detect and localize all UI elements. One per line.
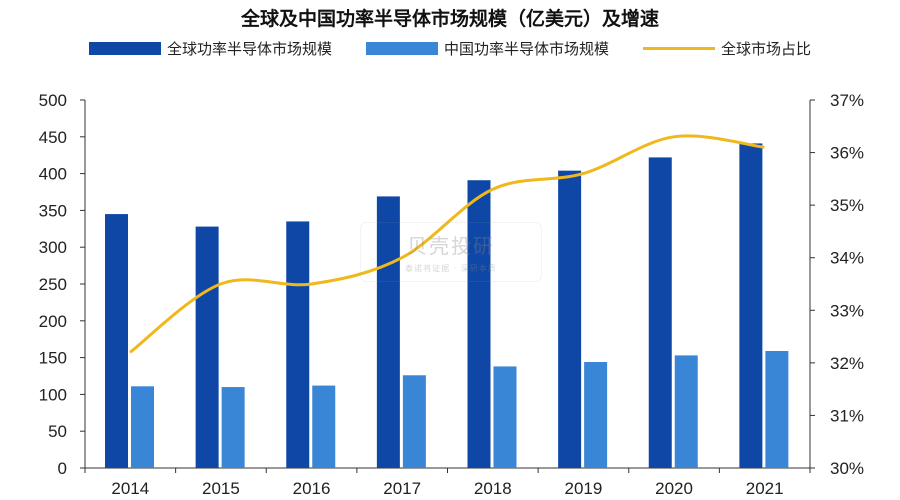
x-tick-label: 2016 (293, 479, 331, 498)
y-left-tick-label: 400 (39, 165, 67, 184)
line-global-share (129, 134, 765, 354)
x-tick-label: 2020 (655, 479, 693, 498)
legend-label-global: 全球功率半导体市场规模 (166, 40, 332, 58)
bar-global (105, 214, 128, 468)
y-right-tick-label: 36% (830, 144, 864, 163)
x-tick-label: 2019 (565, 479, 603, 498)
legend-swatch-share (643, 47, 715, 50)
y-left-tick-label: 250 (39, 275, 67, 294)
y-left-tick-label: 350 (39, 201, 67, 220)
y-left-tick-label: 50 (48, 422, 67, 441)
y-left-tick-label: 0 (58, 459, 67, 478)
bar-china (493, 366, 517, 468)
x-tick-label: 2017 (383, 479, 421, 498)
bar-global (648, 157, 672, 468)
bar-global (376, 196, 400, 468)
bar-global (467, 180, 491, 468)
bar-china (221, 387, 245, 468)
legend-label-china: 中国功率半导体市场规模 (443, 40, 609, 58)
watermark-logo: 贝壳投研 泰诺将证据 · 深研本质 (360, 222, 542, 282)
bar-china (131, 386, 154, 468)
watermark-text: 贝壳投研 (407, 234, 495, 258)
legend-swatch-global (88, 42, 161, 55)
bar-global (195, 226, 219, 468)
watermark-subtext: 泰诺将证据 · 深研本质 (405, 264, 497, 273)
y-right-tick-label: 33% (830, 301, 864, 320)
y-right-tick-label: 32% (830, 354, 864, 373)
bar-china (674, 355, 698, 468)
y-left-tick-label: 200 (39, 312, 67, 331)
y-right-tick-label: 35% (830, 196, 864, 215)
y-right-tick-label: 30% (830, 459, 864, 478)
bar-global (558, 170, 582, 468)
x-tick-label: 2021 (746, 479, 784, 498)
x-tick-label: 2015 (202, 479, 240, 498)
y-left-tick-label: 450 (39, 128, 67, 147)
legend-item-china-bars: 中国功率半导体市场规模 (365, 38, 609, 59)
bar-china (402, 375, 426, 468)
bar-global (286, 221, 310, 468)
bar-global (739, 143, 763, 468)
y-left-tick-label: 100 (39, 385, 67, 404)
chart-title: 全球及中国功率半导体市场规模（亿美元）及增速 (240, 8, 659, 30)
legend-item-share-line: 全球市场占比 (643, 38, 811, 59)
bar-china (765, 350, 789, 468)
legend-item-global-bars: 全球功率半导体市场规模 (88, 38, 332, 59)
legend: 全球功率半导体市场规模 中国功率半导体市场规模 全球市场占比 (0, 38, 900, 59)
x-tick-label: 2018 (474, 479, 512, 498)
y-left-tick-label: 300 (39, 238, 67, 257)
y-right-tick-label: 37% (830, 91, 864, 110)
y-left-tick-label: 500 (39, 91, 67, 110)
y-left-tick-label: 150 (39, 349, 67, 368)
legend-label-share: 全球市场占比 (721, 40, 812, 58)
legend-swatch-china (365, 42, 438, 55)
x-tick-label: 2014 (111, 479, 149, 498)
bar-china (584, 362, 608, 468)
bar-china (312, 385, 336, 468)
y-right-tick-label: 31% (830, 406, 864, 425)
y-right-tick-label: 34% (830, 249, 864, 268)
